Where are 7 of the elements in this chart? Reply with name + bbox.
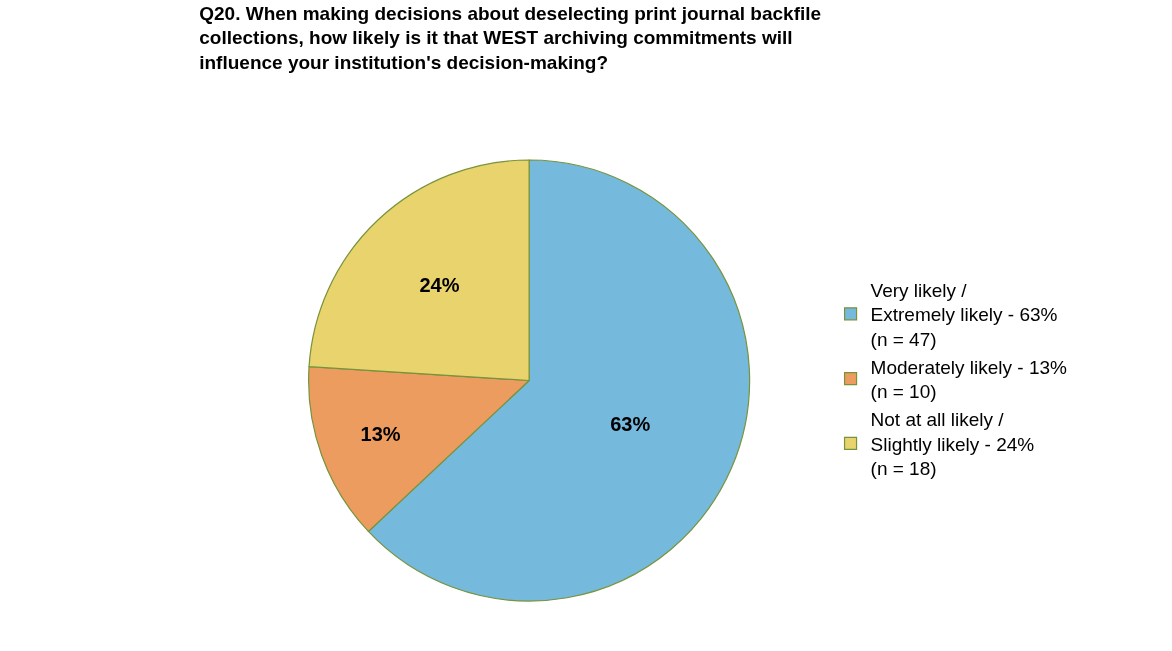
data-label: 24%	[419, 274, 460, 297]
legend-label: Moderately likely - 13% (n = 10)	[870, 356, 1068, 403]
chart-title: Q20. When making decisions about deselecting print journal backfile collections, how likely is it that WEST archiving commitments will influence your institution's decision-making?	[199, 2, 822, 73]
legend-label: Not at all likely / Slightly likely - 24% (n = 18)	[870, 409, 1035, 480]
legend-label: Very likely / Extremely likely - 63% (n = 47)	[870, 279, 1058, 350]
data-label: 13%	[360, 422, 401, 445]
data-label: 63%	[610, 413, 651, 436]
